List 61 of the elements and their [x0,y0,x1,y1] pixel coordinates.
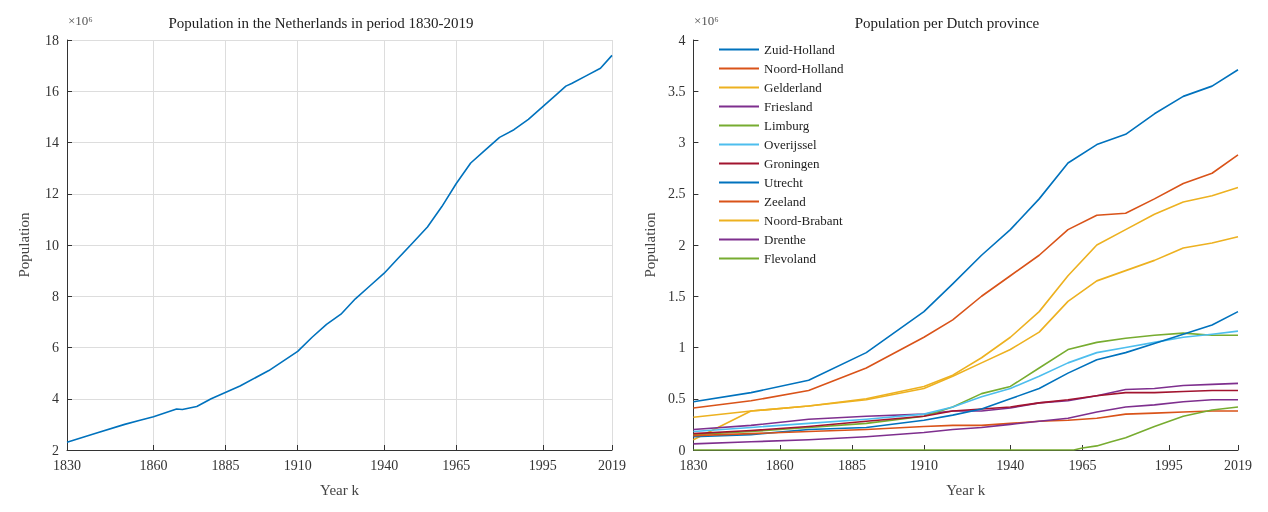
legend-label: Zuid-Holland [764,42,836,57]
x-tick-label: 2019 [1224,457,1252,473]
x-axis-title: Year k [320,481,360,498]
y-tick-label: 18 [45,32,59,48]
legend-label: Noord-Brabant [764,213,844,228]
line-series [692,310,1239,438]
legend-label: Noord-Holland [764,61,844,76]
legend-label: Zeeland [764,194,807,209]
y-tick-label: 2.5 [667,186,686,202]
y-tick-label: 10 [45,237,59,253]
line-series [692,398,1239,445]
y-tick-label: 1.5 [667,288,686,304]
y-tick-label: 4 [52,391,59,407]
legend-label: Overijssel [764,137,818,152]
x-tick-label: 1965 [1068,457,1097,473]
line-series [692,389,1239,435]
x-tick-label: 1910 [283,457,312,473]
text: ×10⁶ [694,13,719,28]
line-series [692,154,1239,409]
x-tick-label: 1940 [996,457,1025,473]
x-tick-label: 2019 [598,457,626,473]
y-tick-label: 2 [678,237,686,253]
x-tick-label: 1940 [370,457,399,473]
chart-title: Population in the Netherlands in period 1830-2019 [168,14,474,31]
text: ×10⁶ [68,13,93,28]
x-tick-label: 1860 [139,457,168,473]
legend-label: Drenthe [764,232,807,247]
legend-label: Limburg [764,118,810,133]
line-series [692,410,1239,437]
y-tick-label: 12 [45,186,59,202]
legend-label: Friesland [764,99,813,114]
line-series [66,54,613,444]
x-tick-label: 1965 [442,457,471,473]
y-tick-label: 1 [678,340,686,355]
legend-label: Groningen [764,156,821,171]
x-tick-label: 1885 [837,457,866,473]
line-series [692,382,1239,431]
legend-label: Flevoland [764,251,817,266]
y-tick-label: 2 [52,442,59,458]
y-axis-title: Population [641,212,658,278]
x-axis-title: Year k [946,481,986,498]
y-tick-label: 4 [678,32,686,48]
y-tick-label: 6 [52,340,59,355]
y-tick-label: 16 [45,83,59,99]
y-tick-label: 0.5 [667,391,686,407]
x-tick-label: 1830 [53,457,81,473]
x-tick-label: 1995 [1154,457,1183,473]
legend-label: Utrecht [764,175,804,190]
y-tick-label: 14 [45,135,59,150]
x-tick-label: 1860 [765,457,794,473]
x-tick-label: 1995 [528,457,557,473]
chart-title: Population per Dutch province [854,14,1040,31]
y-tick-label: 0 [678,442,686,458]
x-tick-label: 1885 [211,457,240,473]
y-tick-label: 8 [52,288,59,304]
y-axis-title: Population [15,212,32,278]
legend-label: Gelderland [764,80,823,95]
y-tick-label: 3 [678,135,686,150]
x-tick-label: 1830 [679,457,708,473]
y-tick-label: 3.5 [667,83,686,99]
x-tick-label: 1910 [909,457,938,473]
